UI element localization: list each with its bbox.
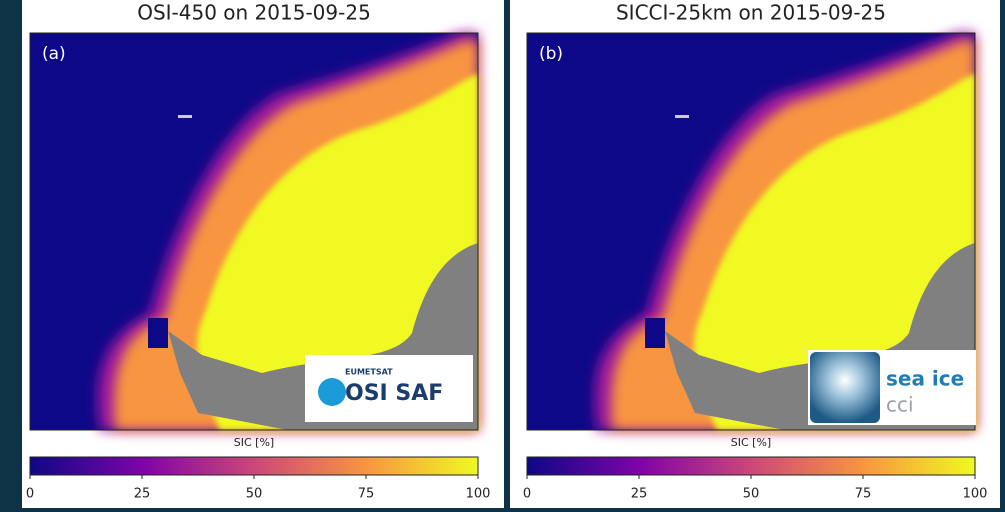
colorbar-label: SIC [%] xyxy=(731,436,771,449)
logo-icon xyxy=(318,378,346,406)
colorbar xyxy=(526,456,976,476)
logo-text: EUMETSAT xyxy=(345,368,393,377)
colorbar-tick-label: 0 xyxy=(26,487,34,502)
logo-icon xyxy=(810,352,880,423)
colorbar-tick-label: 25 xyxy=(134,487,151,502)
colorbar-tick-label: 100 xyxy=(963,487,988,502)
logo-text: cci xyxy=(886,393,914,417)
panel-title: OSI-450 on 2015-09-25 xyxy=(137,1,371,25)
colorbar-tick-label: 50 xyxy=(246,487,263,502)
logo-text: OSI SAF xyxy=(345,381,443,406)
panel-title: SICCI-25km on 2015-09-25 xyxy=(616,1,886,25)
colorbar xyxy=(29,456,479,476)
colorbar-tick-label: 75 xyxy=(855,487,872,502)
panel-label: (b) xyxy=(539,44,563,64)
panel-label: (a) xyxy=(42,44,66,64)
map-frame xyxy=(29,32,479,431)
colorbar-tick-label: 100 xyxy=(466,487,491,502)
logo-text: sea ice xyxy=(886,367,964,391)
colorbar-label: SIC [%] xyxy=(234,436,274,449)
map-frame xyxy=(526,32,976,431)
colorbar-tick-label: 50 xyxy=(743,487,760,502)
colorbar-tick-label: 25 xyxy=(631,487,648,502)
colorbar-tick-label: 0 xyxy=(523,487,531,502)
colorbar-tick-label: 75 xyxy=(358,487,375,502)
